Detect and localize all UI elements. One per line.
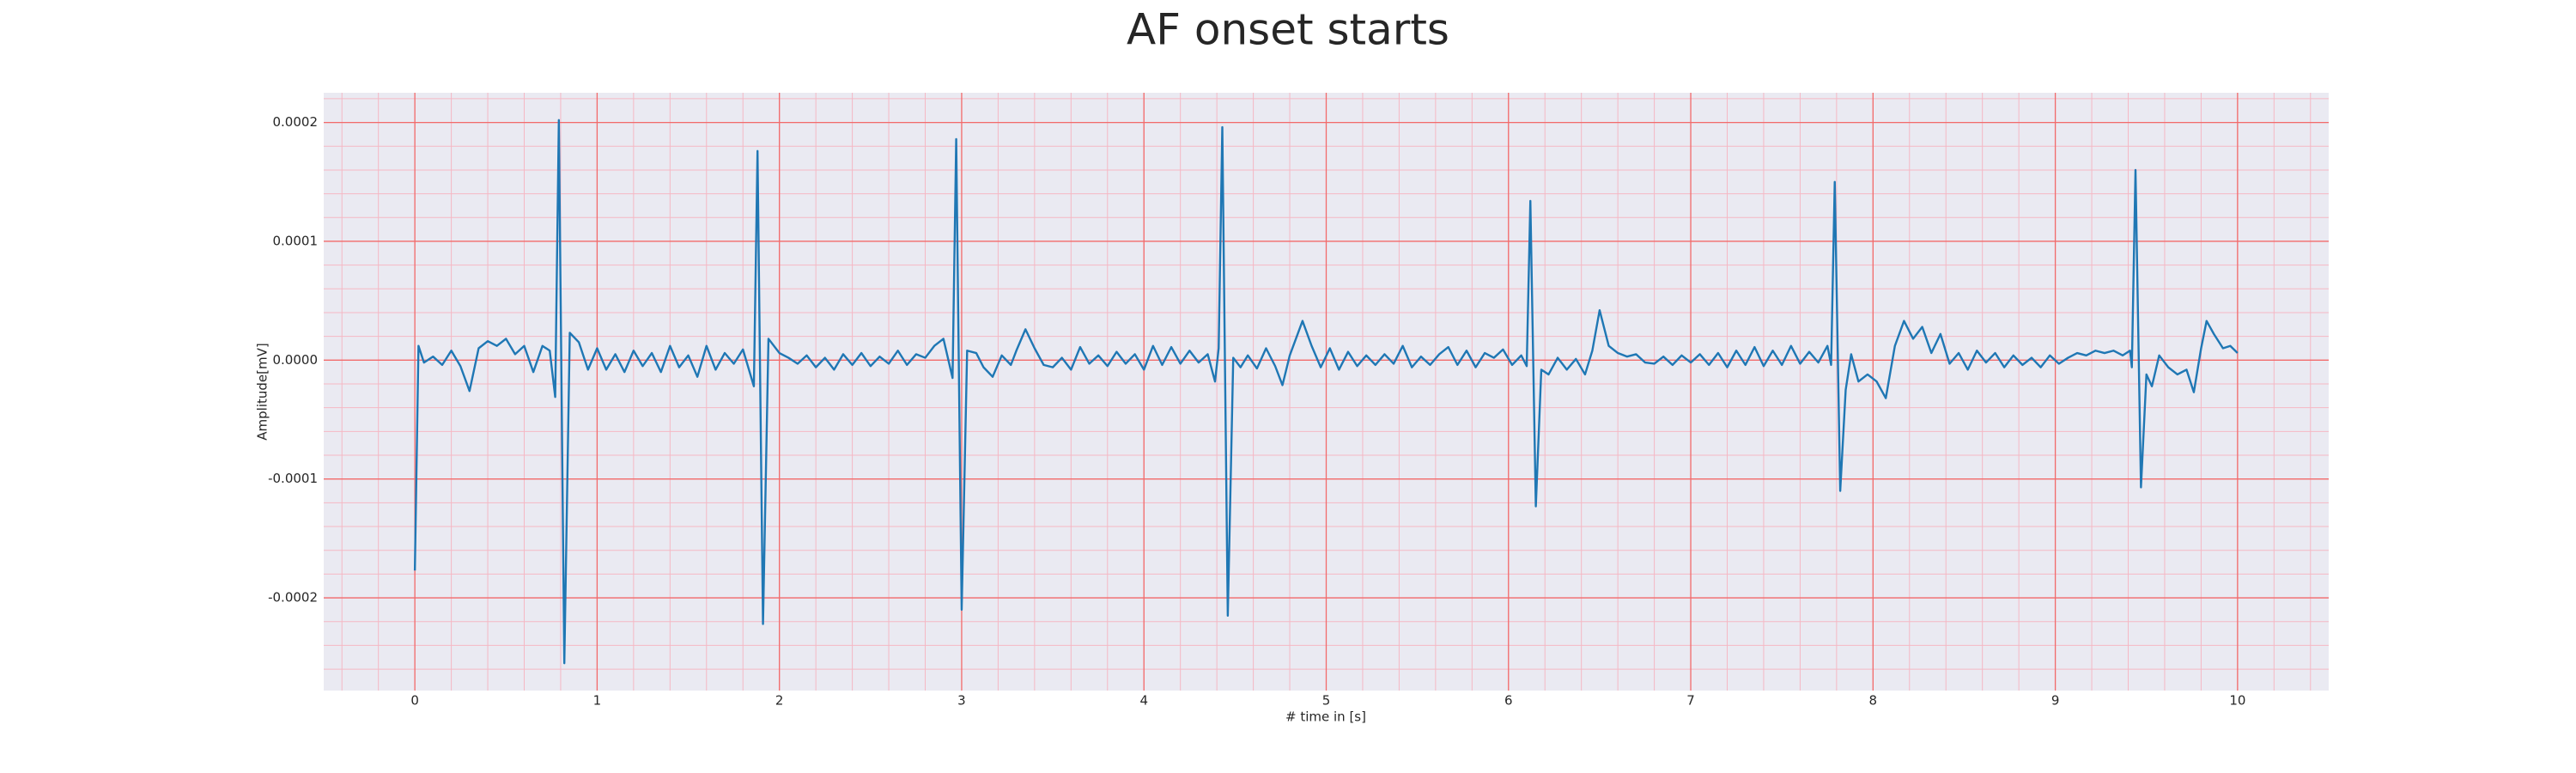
y-tick-label: -0.0002: [268, 590, 318, 606]
marks: [413, 119, 2239, 665]
x-tick-label: 3: [957, 693, 966, 709]
y-tick-label: 0.0002: [273, 114, 319, 130]
x-tick-label: 5: [1322, 693, 1331, 709]
x-tick-label: 7: [1686, 693, 1695, 709]
x-tick-label: 6: [1504, 693, 1513, 709]
x-tick-label: 2: [775, 693, 784, 709]
y-axis-label: Amplitude[mV]: [255, 343, 270, 440]
y-tick-label: -0.0001: [268, 471, 318, 486]
x-tick-label: 8: [1869, 693, 1878, 709]
x-tick-label: 1: [593, 693, 602, 709]
signal-line: [413, 119, 2239, 665]
y-tick-label: 0.0001: [273, 233, 319, 248]
y-tick-label: 0.0000: [273, 352, 319, 368]
x-tick-label: 9: [2051, 693, 2060, 709]
x-axis-label: # time in [s]: [1285, 709, 1366, 725]
x-tick-label: 4: [1139, 693, 1148, 709]
grid: [324, 93, 2329, 691]
labels: 0 1 2 3 4 5 6 7 8 9 10 -0.0002 -0.0001 0.0000 0.0001 0.…: [268, 114, 2245, 708]
x-tick-label: 0: [410, 693, 419, 709]
x-tick-label: 10: [2229, 693, 2245, 709]
chart-title: AF onset starts: [1127, 5, 1449, 55]
